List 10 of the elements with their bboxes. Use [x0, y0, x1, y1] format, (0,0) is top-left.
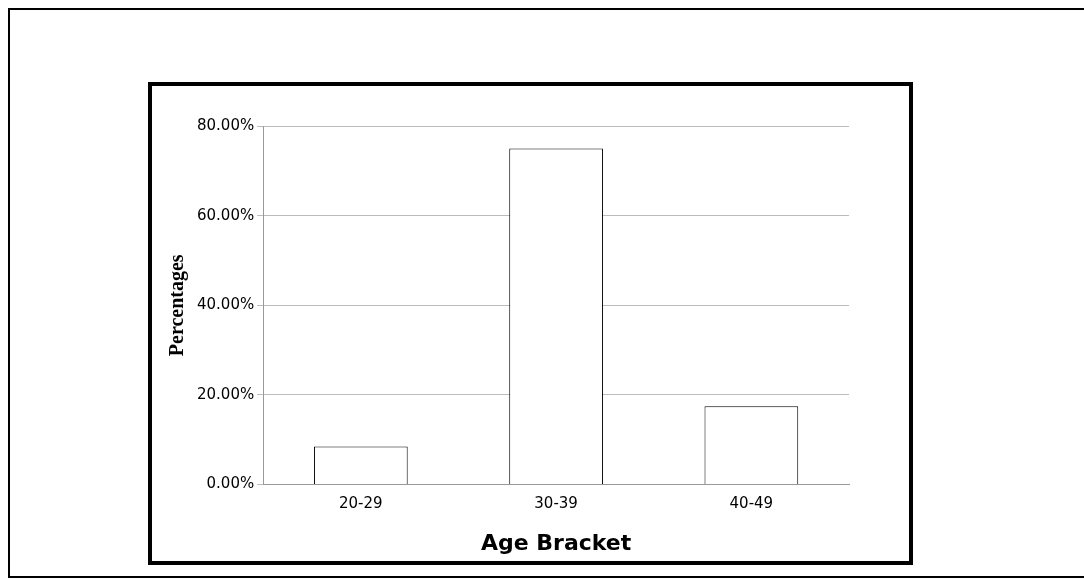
y-tick-label: 20.00% — [196, 384, 255, 403]
y-tick-label: 80.00% — [196, 115, 255, 134]
y-tick-label: 60.00% — [196, 205, 255, 224]
x-tick-label: 40-49 — [729, 494, 774, 513]
y-tick-label: 0.00% — [206, 474, 255, 493]
y-axis-title: Percentages — [165, 254, 189, 357]
y-tick-label: 40.00% — [196, 295, 255, 314]
x-tick-label: 30-39 — [534, 494, 578, 513]
x-tick-label: 20-29 — [339, 494, 383, 513]
x-axis-title: Age Bracket — [480, 529, 632, 555]
